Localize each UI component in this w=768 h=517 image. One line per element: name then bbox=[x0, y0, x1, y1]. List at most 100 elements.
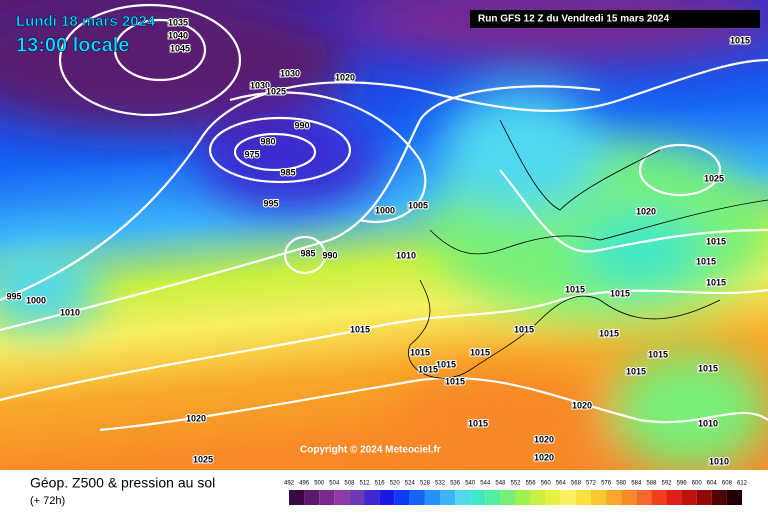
scale-swatch bbox=[500, 490, 516, 505]
isobar-label: 1015 bbox=[626, 366, 646, 376]
isobar-label: 1015 bbox=[410, 347, 430, 357]
isobar-label: 1035 bbox=[168, 17, 188, 27]
scale-swatch bbox=[606, 490, 622, 505]
scale-label: 588 bbox=[646, 481, 657, 487]
isobar-label: 1020 bbox=[572, 400, 592, 410]
scale-label: 516 bbox=[375, 481, 386, 487]
isobar-label: 1010 bbox=[698, 418, 718, 428]
isobar-label: 1015 bbox=[706, 236, 726, 246]
local-time: 13:00 locale bbox=[16, 34, 129, 56]
scale-swatch bbox=[651, 490, 667, 505]
isobar-label: 1015 bbox=[514, 324, 534, 334]
isobar-label: 1015 bbox=[648, 349, 668, 359]
isobar-label: 1025 bbox=[266, 86, 286, 96]
scale-swatch bbox=[424, 490, 440, 505]
isobar-label: 1015 bbox=[350, 324, 370, 334]
scale-label: 512 bbox=[359, 481, 370, 487]
scale-swatch bbox=[379, 490, 395, 505]
scale-swatch bbox=[485, 490, 501, 505]
scale-swatch bbox=[545, 490, 561, 505]
isobar-label: 1015 bbox=[706, 277, 726, 287]
isobar-label: 990 bbox=[322, 250, 337, 260]
scale-label: 596 bbox=[677, 481, 688, 487]
scale-swatch bbox=[530, 490, 546, 505]
scale-swatch bbox=[409, 490, 425, 505]
isobar-label: 1005 bbox=[408, 200, 428, 210]
isobar-label: 1040 bbox=[168, 30, 188, 40]
scale-label: 508 bbox=[344, 481, 355, 487]
isobar-label: 1030 bbox=[280, 68, 300, 78]
isobar-label: 985 bbox=[300, 248, 315, 258]
isobar-label: 1000 bbox=[375, 205, 395, 215]
isobars bbox=[0, 3, 768, 432]
isobar-label: 980 bbox=[260, 136, 275, 146]
isobar-label: 1010 bbox=[396, 250, 416, 260]
isobar-label: 1020 bbox=[186, 413, 206, 423]
isobar-label: 1015 bbox=[730, 35, 750, 45]
scale-label: 600 bbox=[692, 481, 703, 487]
scale-label: 560 bbox=[541, 481, 552, 487]
isobar-label: 1015 bbox=[565, 284, 585, 294]
scale-label: 532 bbox=[435, 481, 446, 487]
scale-label: 612 bbox=[737, 481, 748, 487]
scale-label: 576 bbox=[601, 481, 612, 487]
scale-label: 496 bbox=[299, 481, 310, 487]
isobar-label: 985 bbox=[280, 167, 295, 177]
scale-swatch bbox=[440, 490, 456, 505]
scale-label: 536 bbox=[450, 481, 461, 487]
scale-label: 580 bbox=[616, 481, 627, 487]
scale-label: 608 bbox=[722, 481, 733, 487]
isobar-label: 1020 bbox=[636, 206, 656, 216]
scale-swatch bbox=[560, 490, 576, 505]
scale-swatch bbox=[575, 490, 591, 505]
scale-swatch bbox=[470, 490, 486, 505]
scale-swatch bbox=[515, 490, 531, 505]
scale-swatch bbox=[455, 490, 471, 505]
scale-label: 556 bbox=[526, 481, 537, 487]
isobar-label: 1010 bbox=[60, 307, 80, 317]
scale-swatch bbox=[394, 490, 410, 505]
scale-swatch bbox=[591, 490, 607, 505]
isobar-label: 1000 bbox=[26, 295, 46, 305]
scale-label: 504 bbox=[329, 481, 340, 487]
scale-label: 540 bbox=[465, 481, 476, 487]
scale-label: 584 bbox=[631, 481, 642, 487]
isobar-label: 1015 bbox=[599, 328, 619, 338]
scale-swatch bbox=[696, 490, 712, 505]
isobar-label: 1015 bbox=[418, 364, 438, 374]
scale-swatch bbox=[726, 490, 742, 505]
scale-swatch bbox=[364, 490, 380, 505]
scale-swatch bbox=[681, 490, 697, 505]
isobar-label: 1015 bbox=[698, 363, 718, 373]
isobar-label: 1020 bbox=[534, 434, 554, 444]
scale-label: 552 bbox=[510, 481, 521, 487]
scale-swatch bbox=[304, 490, 320, 505]
scale-swatch bbox=[711, 490, 727, 505]
scale-label: 524 bbox=[405, 481, 416, 487]
isobar-label: 1015 bbox=[470, 347, 490, 357]
run-box bbox=[470, 10, 760, 28]
isobar-label: 975 bbox=[244, 149, 259, 159]
scale-label: 572 bbox=[586, 481, 597, 487]
isobar-label: 1025 bbox=[193, 454, 213, 464]
copyright: Copyright © 2024 Meteociel.fr bbox=[300, 445, 441, 456]
scale-label: 604 bbox=[707, 481, 718, 487]
scale-swatch bbox=[349, 490, 365, 505]
scale-label: 500 bbox=[314, 481, 325, 487]
scale-swatch bbox=[289, 490, 305, 505]
scale-swatch bbox=[334, 490, 350, 505]
scale-label: 520 bbox=[390, 481, 401, 487]
isobar-label: 1015 bbox=[696, 256, 716, 266]
isobar-label: 1015 bbox=[436, 359, 456, 369]
isobar-label: 1030 bbox=[250, 80, 270, 90]
isobar-label: 1020 bbox=[335, 72, 355, 82]
isobar-label: 1025 bbox=[704, 173, 724, 183]
coastlines bbox=[408, 119, 768, 379]
scale-swatch bbox=[666, 490, 682, 505]
scale-label: 564 bbox=[556, 481, 567, 487]
isobar-label: 1010 bbox=[709, 456, 729, 466]
scale-label: 544 bbox=[480, 481, 491, 487]
scale-swatch bbox=[636, 490, 652, 505]
